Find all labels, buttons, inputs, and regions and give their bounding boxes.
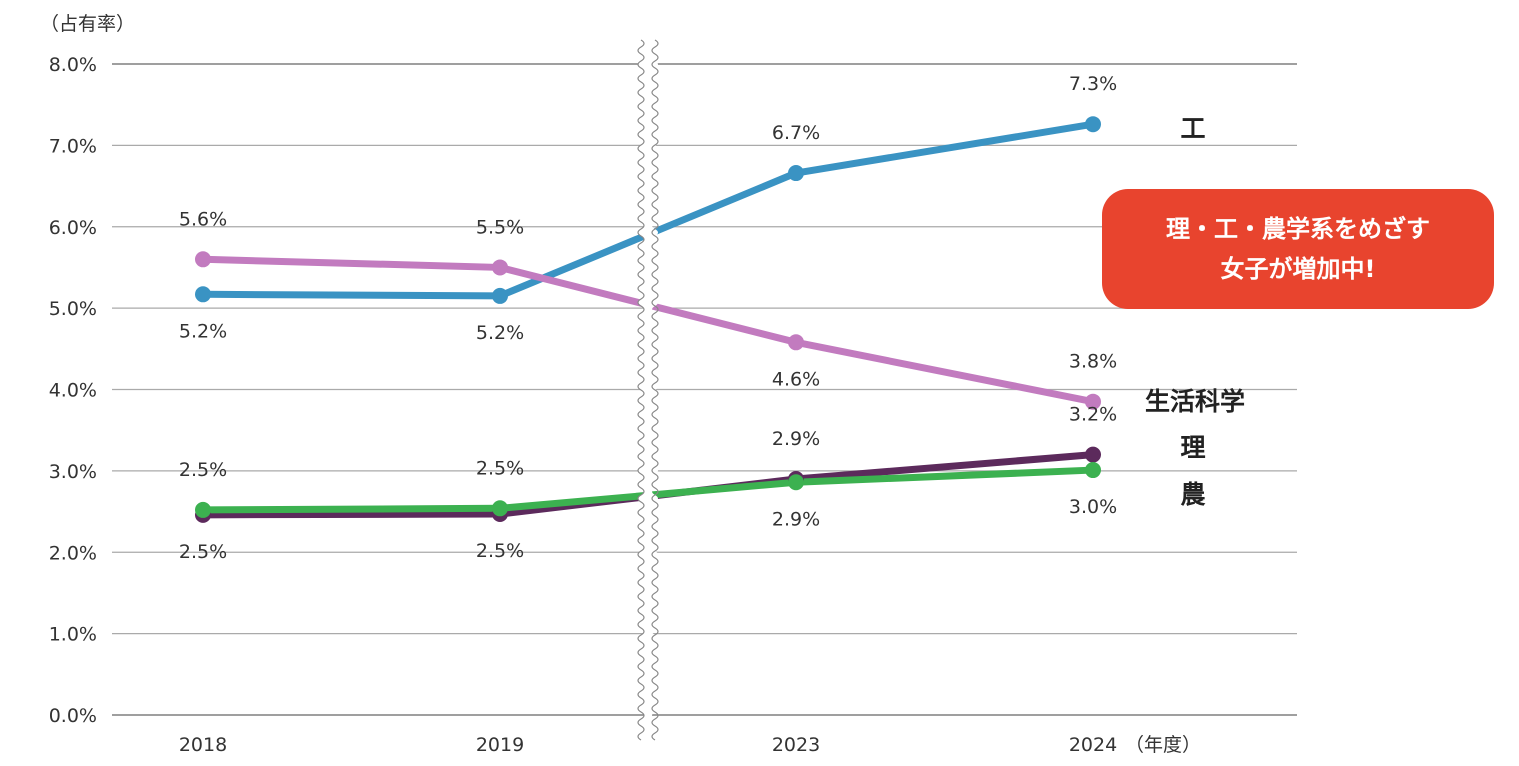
- data-label: 5.6%: [179, 208, 227, 230]
- data-point: [195, 251, 211, 268]
- data-point: [1085, 462, 1101, 479]
- annotation-badge: 理・工・農学系をめざす 女子が増加中!: [1102, 189, 1494, 309]
- series-name-label: 生活科学: [1145, 387, 1245, 416]
- y-tick-label: 5.0%: [49, 298, 97, 320]
- data-point: [1085, 446, 1101, 463]
- x-tick-label: 2018: [179, 734, 227, 756]
- data-point: [1085, 116, 1101, 133]
- series-name-label: 農: [1180, 480, 1205, 509]
- series-name-label: 工: [1180, 114, 1205, 143]
- data-label: 2.5%: [476, 540, 524, 562]
- data-point: [195, 286, 211, 303]
- data-point: [788, 334, 804, 351]
- data-label: 2.5%: [179, 459, 227, 481]
- data-point: [492, 500, 508, 517]
- data-label: 2.9%: [772, 428, 820, 450]
- data-label: 7.3%: [1069, 73, 1117, 95]
- data-point: [492, 287, 508, 304]
- data-point: [788, 165, 804, 182]
- y-axis-label: （占有率）: [40, 13, 135, 35]
- data-label: 3.2%: [1069, 404, 1117, 426]
- y-tick-label: 0.0%: [49, 705, 97, 727]
- x-tick-label: 2023: [772, 734, 820, 756]
- data-label: 2.9%: [772, 508, 820, 530]
- data-label: 4.6%: [772, 368, 820, 390]
- data-label: 5.5%: [476, 216, 524, 238]
- annotation-line-2: 女子が増加中!: [1220, 255, 1376, 283]
- series-name-label: 理: [1180, 433, 1205, 462]
- y-tick-label: 4.0%: [49, 380, 97, 402]
- data-label: 5.2%: [476, 322, 524, 344]
- x-tick-label: 2019: [476, 734, 524, 756]
- x-tick-label: 2024: [1069, 734, 1117, 756]
- data-label: 5.2%: [179, 320, 227, 342]
- data-label: 2.5%: [179, 541, 227, 563]
- y-tick-label: 1.0%: [49, 624, 97, 646]
- y-tick-label: 8.0%: [49, 54, 97, 76]
- data-point: [788, 474, 804, 491]
- data-label: 3.8%: [1069, 351, 1117, 373]
- axis-break-line: [651, 39, 659, 741]
- y-tick-label: 6.0%: [49, 217, 97, 239]
- data-label: 2.5%: [476, 457, 524, 479]
- axis-break-band: [638, 33, 658, 740]
- axis-break-line: [637, 39, 645, 741]
- y-tick-label: 7.0%: [49, 135, 97, 157]
- data-point: [1085, 393, 1101, 410]
- data-point: [195, 501, 211, 518]
- data-point: [492, 259, 508, 276]
- y-tick-label: 2.0%: [49, 542, 97, 564]
- data-label: 3.0%: [1069, 496, 1117, 518]
- annotation-line-1: 理・工・農学系をめざす: [1166, 215, 1430, 243]
- y-tick-label: 3.0%: [49, 461, 97, 483]
- data-label: 6.7%: [772, 122, 820, 144]
- x-axis-label: （年度）: [1125, 734, 1201, 756]
